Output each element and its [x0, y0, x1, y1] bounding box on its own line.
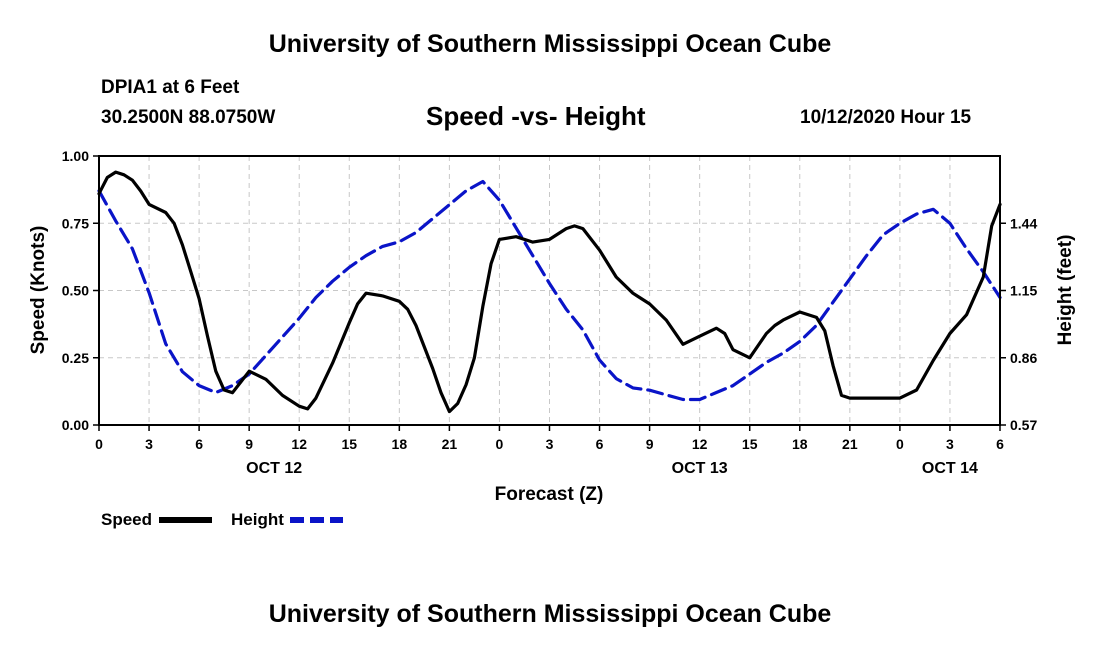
x-tick-label: 6: [195, 436, 203, 452]
speed-series-line: [97, 170, 1002, 414]
x-tick-label: 15: [341, 436, 357, 452]
y2-tick-label: 1.44: [1010, 215, 1037, 231]
x-tick-label: 0: [496, 436, 504, 452]
y-tick-label: 0.00: [62, 417, 89, 433]
y-tick-label: 0.75: [62, 215, 89, 231]
x-tick-label: 6: [996, 436, 1004, 452]
y-axis-label: Speed (Knots): [28, 226, 49, 355]
y-tick-label: 0.25: [62, 350, 89, 366]
footer-title: University of Southern Mississippi Ocean…: [268, 600, 832, 628]
x-tick-label: 15: [742, 436, 758, 452]
x-tick-label: 9: [646, 436, 654, 452]
x-tick-label: 18: [792, 436, 808, 452]
height-series-line: [97, 179, 1002, 402]
y2-tick-label: 0.86: [1010, 350, 1037, 366]
coordinates-label: 30.2500N 88.0750W: [101, 107, 276, 128]
x-tick-label: 3: [946, 436, 954, 452]
x-tick-label: 21: [842, 436, 858, 452]
y2-tick-label: 1.15: [1010, 283, 1037, 299]
legend: Speed Height: [101, 510, 343, 529]
y2-tick-label: 0.57: [1010, 417, 1037, 433]
x-tick-label: 12: [692, 436, 708, 452]
x-tick-label: 12: [291, 436, 307, 452]
x-tick-label: 18: [392, 436, 408, 452]
legend-speed-label: Speed: [101, 510, 152, 529]
station-label: DPIA1 at 6 Feet: [101, 77, 240, 98]
x-tick-label: 3: [145, 436, 153, 452]
chart-title: Speed -vs- Height: [426, 101, 646, 131]
date-label: OCT 13: [672, 460, 728, 477]
x-tick-label: 0: [896, 436, 904, 452]
x-tick-label: 3: [546, 436, 554, 452]
x-tick-label: 9: [245, 436, 253, 452]
header-title: University of Southern Mississippi Ocean…: [268, 30, 832, 58]
x-tick-label: 6: [596, 436, 604, 452]
date-label: OCT 14: [922, 460, 978, 477]
forecast-datetime: 10/12/2020 Hour 15: [800, 107, 972, 128]
date-label: OCT 12: [246, 460, 302, 477]
y2-axis-label: Height (feet): [1055, 235, 1076, 346]
legend-height-label: Height: [231, 510, 284, 529]
y-tick-label: 1.00: [62, 148, 89, 164]
x-tick-label: 21: [442, 436, 458, 452]
x-axis-label: Forecast (Z): [495, 484, 604, 505]
x-tick-label: 0: [95, 436, 103, 452]
y-tick-label: 0.50: [62, 283, 89, 299]
